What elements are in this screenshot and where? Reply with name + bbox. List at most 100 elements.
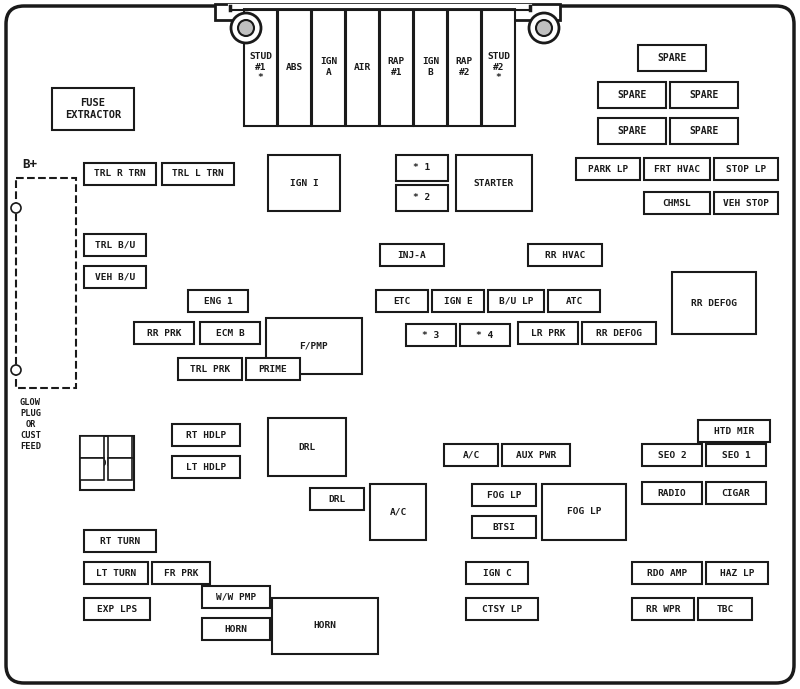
Text: STUD
#2
*: STUD #2 * bbox=[487, 52, 510, 81]
Bar bbox=[582, 322, 656, 344]
Bar bbox=[80, 458, 104, 480]
Bar bbox=[448, 8, 481, 126]
Bar bbox=[670, 82, 738, 108]
Text: B+: B+ bbox=[22, 158, 37, 172]
Bar bbox=[598, 82, 666, 108]
Bar bbox=[706, 562, 768, 584]
Bar bbox=[312, 8, 345, 126]
Bar bbox=[714, 192, 778, 214]
Bar bbox=[638, 45, 706, 71]
Bar bbox=[172, 424, 240, 446]
Bar bbox=[16, 178, 76, 388]
Bar bbox=[714, 158, 778, 180]
Text: DRL: DRL bbox=[328, 495, 346, 504]
Text: FUSE
EXTRACTOR: FUSE EXTRACTOR bbox=[65, 99, 121, 120]
Bar bbox=[466, 562, 528, 584]
Bar bbox=[268, 418, 346, 476]
Bar bbox=[108, 458, 132, 480]
Text: * 2: * 2 bbox=[414, 194, 430, 203]
Text: IGN
B: IGN B bbox=[422, 57, 439, 76]
Bar bbox=[266, 318, 362, 374]
Text: VEH STOP: VEH STOP bbox=[723, 198, 769, 207]
Text: STOP LP: STOP LP bbox=[726, 165, 766, 174]
Bar bbox=[215, 4, 560, 20]
Text: RR HVAC: RR HVAC bbox=[545, 251, 585, 260]
Text: SPARE: SPARE bbox=[690, 90, 718, 100]
Text: ATC: ATC bbox=[566, 296, 582, 305]
Bar bbox=[698, 420, 770, 442]
Text: TBC: TBC bbox=[716, 604, 734, 613]
Bar bbox=[542, 484, 626, 540]
Text: HORN: HORN bbox=[225, 624, 247, 633]
Text: IGN
A: IGN A bbox=[320, 57, 337, 76]
Text: RT TURN: RT TURN bbox=[100, 537, 140, 546]
Text: RR PRK: RR PRK bbox=[146, 329, 182, 338]
Text: TRL R TRN: TRL R TRN bbox=[94, 169, 146, 178]
Text: ECM B: ECM B bbox=[216, 329, 244, 338]
Bar bbox=[152, 562, 210, 584]
Bar bbox=[134, 322, 194, 344]
Text: ABS: ABS bbox=[286, 63, 303, 72]
Text: Fuse-Box.info: Fuse-Box.info bbox=[18, 192, 227, 346]
Text: RAP
#2: RAP #2 bbox=[456, 57, 473, 76]
Bar bbox=[518, 322, 578, 344]
Bar bbox=[644, 192, 710, 214]
Circle shape bbox=[238, 20, 254, 36]
FancyBboxPatch shape bbox=[230, 6, 530, 16]
Bar bbox=[84, 530, 156, 552]
Bar bbox=[188, 290, 248, 312]
Bar bbox=[268, 155, 340, 211]
Text: HORN: HORN bbox=[314, 621, 337, 630]
Bar bbox=[172, 456, 240, 478]
Text: TRL B/U: TRL B/U bbox=[95, 240, 135, 249]
Text: A/C: A/C bbox=[462, 451, 480, 460]
Text: LT HDLP: LT HDLP bbox=[186, 462, 226, 471]
Bar bbox=[84, 598, 150, 620]
Bar bbox=[246, 358, 300, 380]
Bar bbox=[460, 324, 510, 346]
Text: RR DEFOG: RR DEFOG bbox=[691, 298, 737, 307]
Bar bbox=[84, 266, 146, 288]
Bar bbox=[52, 88, 134, 130]
Text: PRIME: PRIME bbox=[258, 364, 287, 373]
Bar bbox=[528, 244, 602, 266]
Bar bbox=[162, 163, 234, 185]
Bar bbox=[84, 163, 156, 185]
Bar bbox=[380, 244, 444, 266]
Text: A/C: A/C bbox=[390, 508, 406, 517]
Bar bbox=[672, 272, 756, 334]
Text: RT HDLP: RT HDLP bbox=[186, 431, 226, 440]
Bar bbox=[272, 598, 378, 654]
Text: TRL L TRN: TRL L TRN bbox=[172, 169, 224, 178]
Text: FOG LP: FOG LP bbox=[566, 508, 602, 517]
Bar bbox=[84, 562, 148, 584]
Circle shape bbox=[529, 13, 559, 43]
Bar bbox=[472, 516, 536, 538]
Bar bbox=[642, 444, 702, 466]
Bar bbox=[346, 8, 379, 126]
Text: DRL: DRL bbox=[298, 442, 316, 451]
Text: B/U LP: B/U LP bbox=[498, 296, 534, 305]
Text: RDO AMP: RDO AMP bbox=[647, 568, 687, 577]
Bar bbox=[642, 482, 702, 504]
Text: W/W PMP: W/W PMP bbox=[216, 593, 256, 601]
Text: LR PRK: LR PRK bbox=[530, 329, 566, 338]
Bar bbox=[632, 562, 702, 584]
Text: * 1: * 1 bbox=[414, 163, 430, 172]
Bar bbox=[576, 158, 640, 180]
Text: AIR: AIR bbox=[354, 63, 371, 72]
Text: PARK LP: PARK LP bbox=[588, 165, 628, 174]
Text: ETC: ETC bbox=[394, 296, 410, 305]
Text: * 4: * 4 bbox=[476, 331, 494, 340]
Bar bbox=[380, 8, 413, 126]
Bar bbox=[644, 158, 710, 180]
Text: CIGAR: CIGAR bbox=[722, 489, 750, 497]
Bar bbox=[698, 598, 752, 620]
Bar bbox=[482, 8, 515, 126]
Text: RAP
#1: RAP #1 bbox=[388, 57, 405, 76]
FancyBboxPatch shape bbox=[6, 6, 794, 683]
Bar bbox=[548, 290, 600, 312]
Text: SPARE: SPARE bbox=[618, 90, 646, 100]
Bar bbox=[406, 324, 456, 346]
Bar bbox=[200, 322, 260, 344]
